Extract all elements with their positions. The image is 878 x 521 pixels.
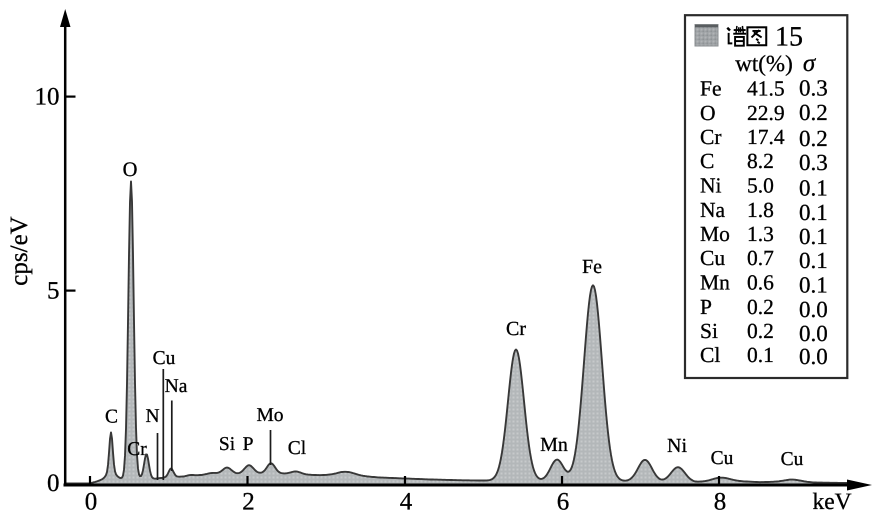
svg-text:1.3: 1.3 [747,222,774,246]
svg-text:Si: Si [219,434,236,455]
svg-text:Na: Na [700,198,726,222]
svg-text:wt(%): wt(%) [735,51,792,76]
svg-text:P: P [243,434,254,455]
svg-text:0.1: 0.1 [799,248,828,273]
svg-text:O: O [700,101,716,125]
svg-text:Mn: Mn [700,271,730,295]
svg-text:6: 6 [557,489,570,516]
svg-text:Cr: Cr [506,318,526,340]
svg-text:keV: keV [813,489,852,515]
svg-text:Cu: Cu [781,449,804,470]
svg-text:0.0: 0.0 [799,344,828,369]
svg-text:10: 10 [35,84,60,111]
svg-text:0.3: 0.3 [799,76,828,101]
svg-text:1.8: 1.8 [747,198,774,222]
svg-text:2: 2 [242,489,255,516]
svg-text:cps/eV: cps/eV [6,216,33,285]
svg-text:Cu: Cu [700,246,725,270]
svg-text:8.2: 8.2 [747,149,774,173]
svg-text:0.1: 0.1 [799,224,828,249]
svg-text:5.0: 5.0 [747,174,774,198]
svg-text:0.0: 0.0 [799,321,828,346]
svg-text:Mo: Mo [700,222,730,246]
svg-text:0.1: 0.1 [799,200,828,225]
svg-text:0.3: 0.3 [799,150,828,175]
svg-text:15: 15 [775,22,803,53]
svg-text:Na: Na [165,376,188,397]
svg-text:0.1: 0.1 [747,343,774,367]
svg-text:0.2: 0.2 [747,295,774,319]
svg-text:8: 8 [714,489,727,516]
svg-text:5: 5 [47,277,60,304]
svg-text:Cr: Cr [127,439,147,460]
svg-text:0.2: 0.2 [799,126,828,151]
svg-text:Cu: Cu [711,448,734,469]
svg-text:17.4: 17.4 [747,125,785,149]
svg-text:σ: σ [803,50,817,77]
svg-text:O: O [123,159,138,181]
svg-text:41.5: 41.5 [747,77,785,101]
svg-text:Cl: Cl [288,438,307,459]
svg-text:Ni: Ni [700,174,722,198]
svg-text:0.0: 0.0 [799,297,828,322]
svg-text:0.2: 0.2 [747,319,774,343]
svg-text:N: N [145,406,159,427]
svg-text:0: 0 [85,489,98,516]
svg-text:Cl: Cl [700,343,720,367]
svg-text:Fe: Fe [700,77,722,101]
svg-text:Cu: Cu [153,348,176,369]
svg-text:0.1: 0.1 [799,273,828,298]
svg-text:0.7: 0.7 [747,246,774,270]
svg-text:Fe: Fe [582,256,602,278]
svg-text:0.6: 0.6 [747,271,774,295]
svg-text:0.1: 0.1 [799,176,828,201]
svg-text:4: 4 [400,489,413,516]
svg-text:Mn: Mn [540,434,568,456]
svg-text:Si: Si [700,319,718,343]
svg-text:C: C [700,149,714,173]
svg-text:22.9: 22.9 [747,101,785,125]
svg-text:Ni: Ni [667,435,687,457]
svg-text:0.2: 0.2 [799,100,828,125]
svg-text:Cr: Cr [700,125,722,149]
svg-text:0: 0 [47,470,60,497]
svg-text:P: P [700,295,712,319]
svg-text:C: C [105,407,118,428]
svg-text:Mo: Mo [256,405,283,426]
